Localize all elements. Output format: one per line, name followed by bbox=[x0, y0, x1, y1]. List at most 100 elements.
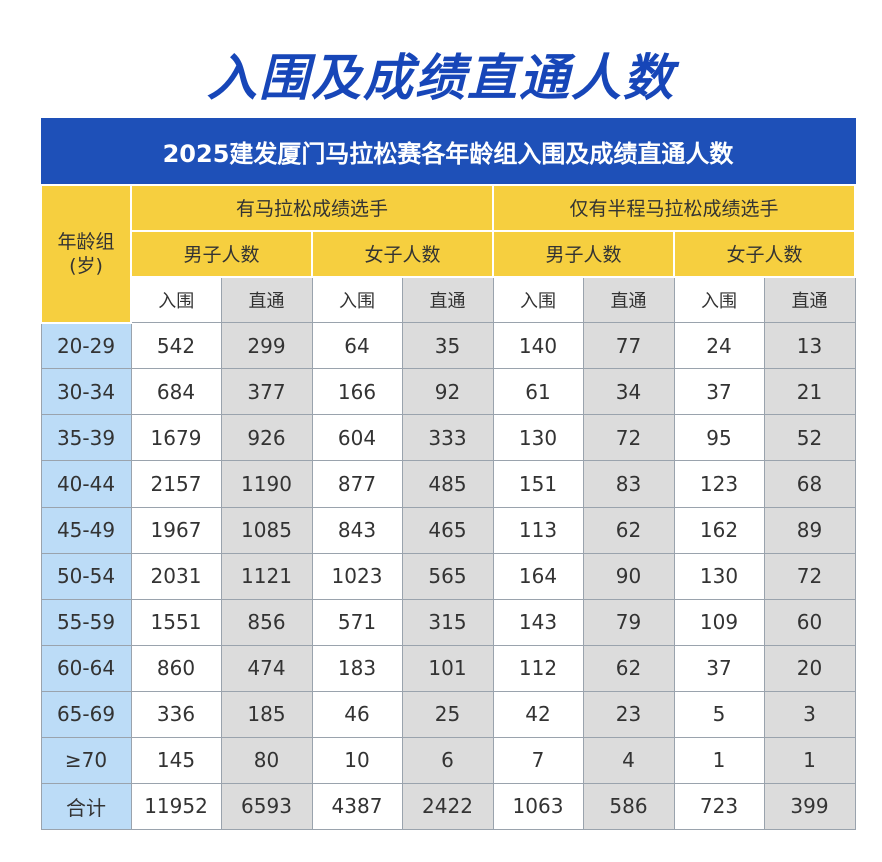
table-cell: 843 bbox=[311, 506, 403, 554]
subheader-qualified: 入围 bbox=[673, 276, 765, 324]
age-group-cell: 30-34 bbox=[40, 368, 132, 416]
table-cell: 83 bbox=[582, 460, 675, 508]
table-banner: 2025建发厦门马拉松赛各年龄组入围及成绩直通人数 bbox=[40, 117, 856, 186]
table-cell: 7 bbox=[492, 736, 584, 784]
total-row: 合计 11952 6593 4387 2422 1063 586 723 399 bbox=[40, 782, 856, 831]
total-cell: 2422 bbox=[401, 782, 494, 831]
table-cell: 185 bbox=[220, 690, 313, 738]
table-cell: 89 bbox=[763, 506, 856, 554]
table-cell: 333 bbox=[401, 414, 494, 462]
table-cell: 140 bbox=[492, 322, 584, 370]
table-cell: 62 bbox=[582, 644, 675, 692]
table-cell: 80 bbox=[220, 736, 313, 784]
table-cell: 1023 bbox=[311, 552, 403, 600]
table-cell: 5 bbox=[673, 690, 765, 738]
table-row: 35-39 1679 926 604 333 130 72 95 52 bbox=[40, 414, 856, 462]
table-cell: 3 bbox=[763, 690, 856, 738]
table-cell: 72 bbox=[763, 552, 856, 600]
table-cell: 64 bbox=[311, 322, 403, 370]
total-cell: 399 bbox=[763, 782, 856, 831]
gender-header-male-marathon: 男子人数 bbox=[130, 229, 313, 278]
gender-header-female-half: 女子人数 bbox=[672, 229, 857, 278]
subheader-qualified: 入围 bbox=[130, 276, 222, 324]
table-cell: 1190 bbox=[220, 460, 313, 508]
table-cell: 25 bbox=[401, 690, 494, 738]
table-cell: 565 bbox=[401, 552, 494, 600]
table-cell: 1551 bbox=[130, 598, 222, 646]
table-cell: 143 bbox=[492, 598, 584, 646]
subheader-direct: 直通 bbox=[220, 276, 313, 324]
total-cell: 723 bbox=[673, 782, 765, 831]
age-group-cell: 50-54 bbox=[40, 552, 132, 600]
table-cell: 77 bbox=[582, 322, 675, 370]
table-cell: 151 bbox=[492, 460, 584, 508]
table-cell: 336 bbox=[130, 690, 222, 738]
table-cell: 926 bbox=[220, 414, 313, 462]
table-row: 30-34 684 377 166 92 61 34 37 21 bbox=[40, 368, 856, 416]
age-group-cell: 60-64 bbox=[40, 644, 132, 692]
table-row: 60-64 860 474 183 101 112 62 37 20 bbox=[40, 644, 856, 692]
table-cell: 60 bbox=[763, 598, 856, 646]
table-cell: 860 bbox=[130, 644, 222, 692]
table-cell: 1 bbox=[673, 736, 765, 784]
table-cell: 1 bbox=[763, 736, 856, 784]
subheader-direct: 直通 bbox=[401, 276, 494, 324]
table-cell: 113 bbox=[492, 506, 584, 554]
page-title: 入围及成绩直通人数 bbox=[207, 49, 675, 107]
table-cell: 34 bbox=[582, 368, 675, 416]
age-group-header: 年龄组 (岁) bbox=[40, 183, 132, 324]
total-cell: 4387 bbox=[311, 782, 403, 831]
table-row: ≥70 145 80 10 6 7 4 1 1 bbox=[40, 736, 856, 784]
subheader-direct: 直通 bbox=[582, 276, 675, 324]
age-group-cell: ≥70 bbox=[40, 736, 132, 784]
table-cell: 52 bbox=[763, 414, 856, 462]
table-cell: 90 bbox=[582, 552, 675, 600]
table-row: 50-54 2031 1121 1023 565 164 90 130 72 bbox=[40, 552, 856, 600]
table-cell: 92 bbox=[401, 368, 494, 416]
table-row: 20-29 542 299 64 35 140 77 24 13 bbox=[40, 322, 856, 370]
table-cell: 13 bbox=[763, 322, 856, 370]
total-cell: 586 bbox=[582, 782, 675, 831]
table-cell: 1085 bbox=[220, 506, 313, 554]
table-cell: 6 bbox=[401, 736, 494, 784]
table-cell: 474 bbox=[220, 644, 313, 692]
table-cell: 62 bbox=[582, 506, 675, 554]
table-cell: 130 bbox=[673, 552, 765, 600]
table-cell: 162 bbox=[673, 506, 765, 554]
subheader-qualified: 入围 bbox=[492, 276, 584, 324]
table-cell: 856 bbox=[220, 598, 313, 646]
table-cell: 1679 bbox=[130, 414, 222, 462]
subheader-direct: 直通 bbox=[763, 276, 856, 324]
table-cell: 109 bbox=[673, 598, 765, 646]
table-row: 55-59 1551 856 571 315 143 79 109 60 bbox=[40, 598, 856, 646]
table-cell: 10 bbox=[311, 736, 403, 784]
group-header-half-marathon: 仅有半程马拉松成绩选手 bbox=[491, 183, 857, 232]
table-cell: 23 bbox=[582, 690, 675, 738]
table-cell: 112 bbox=[492, 644, 584, 692]
table-cell: 542 bbox=[130, 322, 222, 370]
table-cell: 72 bbox=[582, 414, 675, 462]
table-cell: 2031 bbox=[130, 552, 222, 600]
table-cell: 42 bbox=[492, 690, 584, 738]
gender-header-female-marathon: 女子人数 bbox=[311, 229, 494, 278]
table-cell: 130 bbox=[492, 414, 584, 462]
table-cell: 485 bbox=[401, 460, 494, 508]
table-cell: 37 bbox=[673, 368, 765, 416]
table-cell: 164 bbox=[492, 552, 584, 600]
table-cell: 101 bbox=[401, 644, 494, 692]
table-cell: 1967 bbox=[130, 506, 222, 554]
table-cell: 35 bbox=[401, 322, 494, 370]
subheader-qualified: 入围 bbox=[311, 276, 403, 324]
age-group-cell: 35-39 bbox=[40, 414, 132, 462]
table-cell: 46 bbox=[311, 690, 403, 738]
table-cell: 24 bbox=[673, 322, 765, 370]
table-cell: 37 bbox=[673, 644, 765, 692]
age-header-line: 年龄组 bbox=[57, 230, 115, 253]
table-cell: 123 bbox=[673, 460, 765, 508]
table-cell: 877 bbox=[311, 460, 403, 508]
table-cell: 20 bbox=[763, 644, 856, 692]
age-group-cell: 65-69 bbox=[40, 690, 132, 738]
table-cell: 166 bbox=[311, 368, 403, 416]
table-cell: 2157 bbox=[130, 460, 222, 508]
total-cell: 11952 bbox=[130, 782, 222, 831]
